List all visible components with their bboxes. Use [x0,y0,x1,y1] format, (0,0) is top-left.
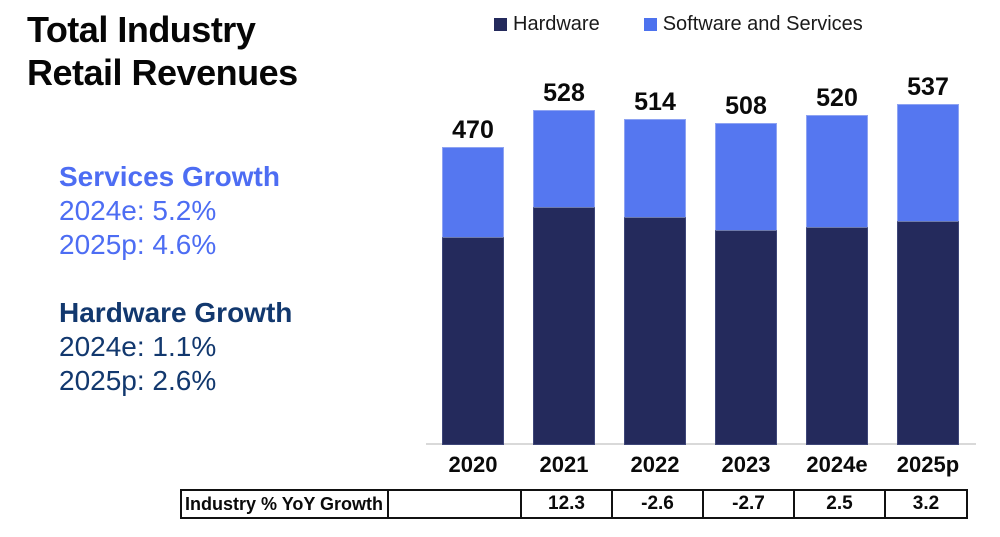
bar-2025p-software-segment [897,104,959,221]
growth-cell-2020 [387,491,520,517]
chart-title: Total Industry Retail Revenues [27,8,298,94]
x-axis-label-2023: 2023 [721,452,771,477]
legend-label-software: Software and Services [662,13,863,35]
bar-2023 [715,123,777,445]
bar-2020-software-segment [442,147,504,237]
hardware-legend-swatch-icon [494,18,507,31]
software-legend-swatch-icon [643,18,657,31]
services-growth-2025p: 2025p: 4.6% [59,229,217,260]
total-label-2023: 508 [725,92,767,120]
bar-2025p-hardware-segment [897,221,959,445]
industry-growth-table: Industry % YoY Growth 12.3 -2.6 -2.7 2.5 3.2 [180,489,968,519]
growth-table-label: Industry % YoY Growth [185,493,384,514]
growth-cell-2022: -2.6 [611,491,702,517]
growth-cell-2021: 12.3 [520,491,611,517]
legend-item-hardware: Hardware [494,13,600,36]
total-label-2021: 528 [543,79,585,107]
bar-2023-hardware-segment [715,230,777,445]
bar-2024e [806,115,868,445]
legend: Hardware Software and Services [494,13,863,36]
x-axis-line [426,443,976,445]
growth-cell-2024e: 2.5 [793,491,884,517]
services-growth-title: Services Growth [59,161,280,192]
bar-2025p [897,104,959,445]
hardware-growth-2024e: 2024e: 1.1% [59,331,217,362]
bar-2020-hardware-segment [442,237,504,445]
x-axis-label-2024e: 2024e [806,452,868,477]
services-growth-2024e: 2024e: 5.2% [59,195,217,226]
services-growth-note: Services Growth 2024e: 5.2% 2025p: 4.6% [59,160,280,262]
total-label-2024e: 520 [816,84,858,112]
bar-2021 [533,110,595,445]
x-axis-label-2021: 2021 [539,452,589,477]
bar-2022 [624,119,686,445]
total-label-2025p: 537 [907,73,949,101]
bar-2024e-hardware-segment [806,227,868,445]
x-axis-label-2020: 2020 [448,452,498,477]
chart-title-line1: Total Industry [27,9,256,50]
bar-2020 [442,147,504,445]
bar-2022-software-segment [624,119,686,217]
bar-2023-software-segment [715,123,777,230]
hardware-growth-2025p: 2025p: 2.6% [59,365,217,396]
total-label-2020: 470 [452,116,494,144]
bar-2024e-software-segment [806,115,868,227]
total-label-2022: 514 [634,88,676,116]
x-axis-label-2025p: 2025p [896,452,960,477]
bar-2022-hardware-segment [624,217,686,445]
legend-label-hardware: Hardware [513,13,600,35]
bar-2021-software-segment [533,110,595,207]
x-axis-label-2022: 2022 [630,452,680,477]
chart-title-line2: Retail Revenues [27,52,298,93]
bar-2021-hardware-segment [533,207,595,445]
growth-cell-2023: -2.7 [702,491,793,517]
hardware-growth-title: Hardware Growth [59,297,293,328]
hardware-growth-note: Hardware Growth 2024e: 1.1% 2025p: 2.6% [59,296,292,398]
growth-cell-2025p: 3.2 [884,491,966,517]
legend-item-software: Software and Services [643,13,863,36]
